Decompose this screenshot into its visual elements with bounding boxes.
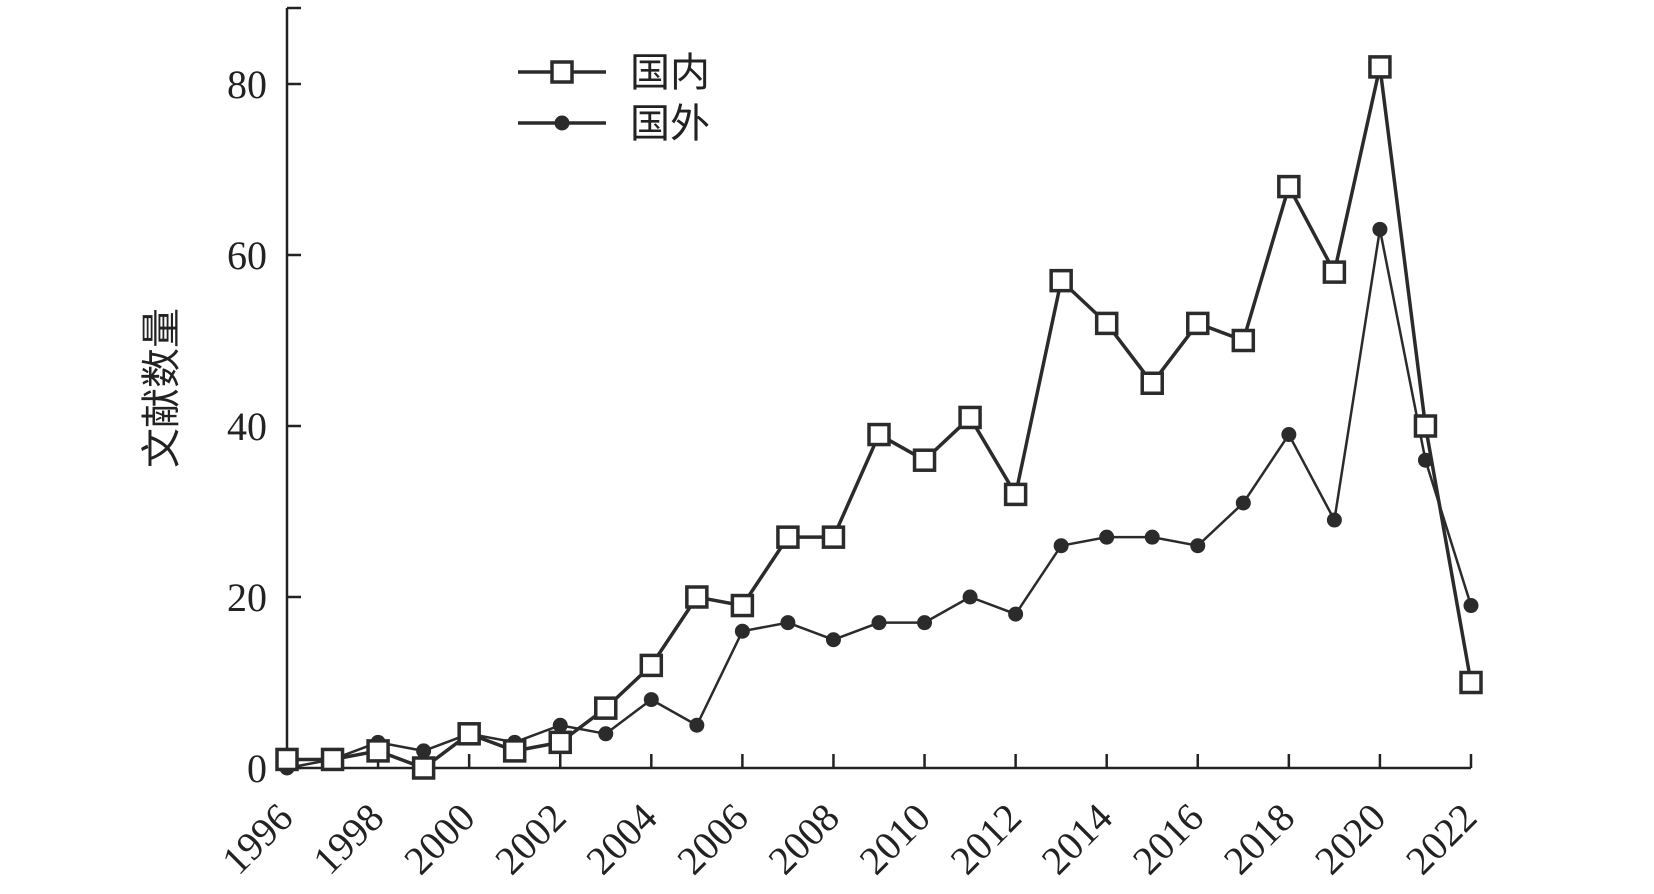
data-point-foreign	[917, 615, 933, 631]
x-tick-label: 2022	[1397, 795, 1485, 883]
series-line-foreign	[286, 229, 1473, 770]
x-tick-label: 1998	[304, 795, 392, 883]
data-point-domestic	[1277, 174, 1301, 199]
x-tick-label: 2010	[851, 795, 939, 883]
data-point-foreign	[598, 726, 614, 742]
x-tick-label: 2004	[577, 795, 665, 883]
data-point-domestic	[912, 448, 937, 472]
x-tick-label: 2000	[395, 795, 483, 883]
y-tick-label: 20	[227, 575, 267, 620]
data-point-domestic	[1003, 482, 1028, 507]
data-point-foreign	[871, 615, 887, 631]
data-point-foreign	[643, 692, 659, 708]
data-point-domestic	[275, 747, 299, 772]
data-point-domestic	[685, 585, 709, 609]
data-point-foreign	[1372, 221, 1388, 237]
data-point-domestic	[867, 422, 891, 447]
data-point-domestic	[366, 739, 390, 763]
data-point-domestic	[320, 747, 345, 772]
x-tick-label: 1996	[213, 795, 301, 883]
data-point-foreign	[416, 743, 432, 759]
data-point-foreign	[1008, 606, 1024, 622]
data-point-foreign	[1326, 512, 1342, 528]
data-point-domestic	[639, 653, 664, 678]
data-point-foreign	[689, 717, 705, 733]
y-tick-label: 0	[247, 746, 267, 791]
data-point-domestic	[821, 525, 846, 549]
y-tick-label: 80	[227, 62, 267, 107]
y-tick-label: 40	[227, 404, 267, 449]
data-point-foreign	[1281, 427, 1297, 443]
legend-label: 国外	[630, 101, 710, 147]
data-point-foreign	[962, 589, 978, 605]
data-point-domestic	[1094, 311, 1119, 336]
data-point-domestic	[1413, 414, 1438, 438]
x-tick-label: 2014	[1033, 795, 1121, 883]
data-point-foreign	[552, 717, 568, 733]
x-tick-label: 2006	[668, 795, 756, 883]
data-point-domestic	[594, 696, 618, 720]
data-point-domestic	[457, 722, 481, 746]
x-tick-label: 2002	[486, 795, 574, 883]
data-point-foreign	[1099, 529, 1115, 545]
x-tick-label: 2008	[759, 795, 847, 883]
data-point-domestic	[958, 405, 982, 430]
data-point-domestic	[776, 525, 800, 549]
x-tick-label: 2016	[1124, 795, 1212, 883]
data-point-domestic	[411, 756, 436, 780]
data-point-domestic	[1322, 260, 1347, 284]
data-point-domestic	[730, 593, 755, 618]
data-point-foreign	[1235, 495, 1251, 511]
data-point-foreign	[780, 615, 796, 631]
data-point-foreign	[1190, 538, 1206, 554]
x-tick-label: 2020	[1306, 795, 1394, 883]
data-point-domestic	[502, 739, 527, 763]
data-point-foreign	[1463, 598, 1479, 614]
series-line-domestic	[287, 66, 1473, 770]
data-point-domestic	[548, 730, 572, 755]
data-point-domestic	[1186, 311, 1210, 336]
legend-label: 国内	[630, 50, 710, 96]
data-point-domestic	[1459, 670, 1483, 695]
x-tick-label: 2018	[1215, 795, 1303, 883]
data-point-domestic	[1049, 268, 1073, 293]
data-point-foreign	[1053, 538, 1069, 554]
data-point-domestic	[1231, 328, 1256, 353]
data-point-foreign	[825, 632, 841, 648]
y-axis-label: 文献数量	[139, 308, 185, 468]
data-point-domestic	[1140, 371, 1164, 395]
legend-marker-circle	[554, 115, 570, 131]
data-point-foreign	[734, 623, 750, 639]
y-tick-label: 60	[227, 233, 267, 278]
legend-marker-square	[550, 60, 574, 84]
data-point-domestic	[1368, 55, 1392, 79]
x-tick-label: 2012	[942, 795, 1030, 883]
series-layer	[275, 55, 1483, 780]
data-point-foreign	[1144, 529, 1160, 545]
